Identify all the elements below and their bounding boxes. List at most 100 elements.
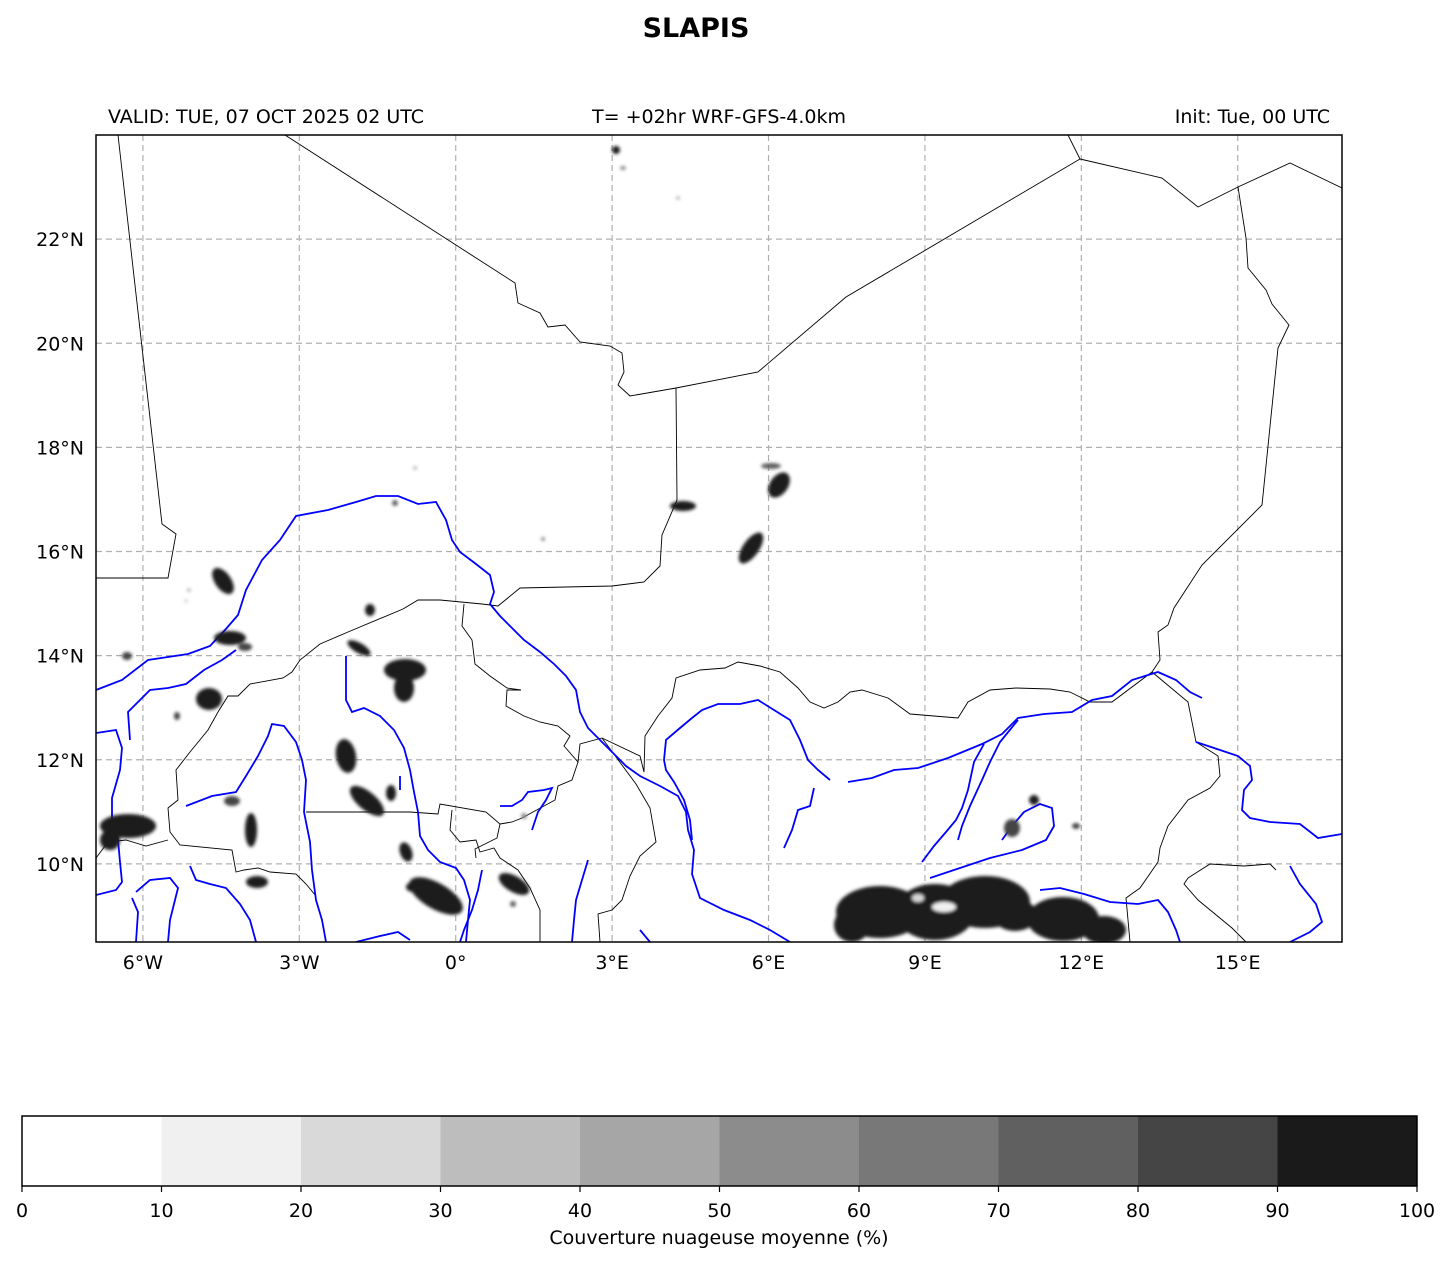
colorbar-bin [1138, 1116, 1278, 1186]
map-panel: 6°W 3°W 0° 3°E 6°E 9°E 12°E 15°E 10°N 12°N 14°N 16… [36, 134, 1343, 974]
longitude-tick-label: 3°W [279, 952, 320, 974]
cloud-cell [100, 830, 120, 850]
cloud-cell [365, 604, 375, 616]
colorbar-tick-label: 30 [428, 1200, 452, 1222]
oueme-river [571, 859, 589, 942]
cloud-cell [676, 196, 680, 200]
southwest-river-b [131, 897, 139, 942]
colorbar-tick-label: 10 [149, 1200, 173, 1222]
cloud-cell [399, 842, 413, 862]
init-time-label: Init: Tue, 00 UTC [1175, 106, 1330, 128]
southwest-river-a [135, 877, 179, 942]
latitude-tick-label: 16°N [36, 542, 84, 564]
longitude-tick-label: 15°E [1215, 952, 1261, 974]
border-cameroon-chad [1183, 863, 1277, 942]
longitude-tick-label: 3°E [595, 952, 629, 974]
colorbar-tick-label: 70 [986, 1200, 1010, 1222]
cloud-cell [409, 877, 463, 915]
colorbar-tick-label: 100 [1399, 1200, 1435, 1222]
colorbar-ticks: 0 10 20 30 40 50 60 70 80 90 100 [16, 1186, 1435, 1222]
latitude-tick-label: 10°N [36, 854, 84, 876]
cloud-cell [912, 894, 924, 902]
colorbar-tick-label: 60 [847, 1200, 871, 1222]
cloud-cell [1072, 823, 1080, 829]
cloud-cell [612, 146, 620, 154]
cloud-cell [335, 739, 357, 773]
border-mali-burkina [217, 608, 404, 713]
border-mali-mauritania-west [96, 135, 177, 579]
niger-river [96, 495, 791, 942]
volta-black [185, 722, 327, 942]
border-burkina-ghana-togo [167, 711, 317, 897]
colorbar-bin [22, 1116, 162, 1186]
colorbar-tick-label: 0 [16, 1200, 28, 1222]
volta-white [345, 656, 471, 942]
border-mali-niger [402, 387, 678, 610]
oti-river [500, 786, 554, 831]
cloud-cell [510, 901, 516, 907]
border-togo-benin [449, 809, 541, 942]
map-background [96, 135, 1342, 942]
border-libya [1079, 158, 1342, 208]
colorbar: 0 10 20 30 40 50 60 70 80 90 100 Couverture nuageu… [16, 1115, 1435, 1249]
cloud-cell [238, 643, 252, 651]
colorbar-tick-label: 20 [289, 1200, 313, 1222]
colorbar-bin [1277, 1116, 1417, 1186]
border-niger-nigeria [601, 661, 1221, 942]
figure-title: SLAPIS [643, 13, 750, 44]
colorbar-bin [580, 1116, 720, 1186]
cloud-cell [394, 674, 414, 702]
longitude-tick-labels: 6°W 3°W 0° 3°E 6°E 9°E 12°E 15°E [123, 952, 1261, 974]
cloud-cell [993, 899, 1037, 931]
cloud-cell [541, 537, 545, 541]
komadugu-yobe [847, 671, 1203, 783]
cloud-cell [768, 472, 790, 498]
cloud-cell [246, 876, 268, 888]
latitude-tick-labels: 10°N 12°N 14°N 16°N 18°N 20°N 22°N [36, 229, 84, 876]
kaduna-river [783, 787, 815, 849]
cloud-cell [214, 631, 246, 645]
cloud-cell [184, 599, 188, 603]
colorbar-bins [22, 1116, 1417, 1186]
cloud-cell [406, 882, 420, 892]
border-benin-nigeria [499, 761, 579, 825]
longitude-tick-label: 0° [445, 952, 467, 974]
cloud-cell [498, 873, 530, 895]
colorbar-bin [440, 1116, 580, 1186]
border-nigeria-benin-east [597, 737, 657, 942]
border-burkina-south [306, 803, 501, 859]
cloud-cell [932, 902, 956, 912]
cloud-cell [212, 567, 234, 595]
cloud-cell [1082, 916, 1126, 942]
colorbar-bin [998, 1116, 1138, 1186]
forecast-lead-label: T= +02hr WRF-GFS-4.0km [591, 106, 846, 128]
logone-chari [1195, 741, 1342, 839]
cloud-cell [834, 908, 870, 942]
colorbar-tick-label: 50 [707, 1200, 731, 1222]
longitude-tick-label: 12°E [1058, 952, 1104, 974]
colorbar-tick-label: 90 [1265, 1200, 1289, 1222]
cloud-cell [174, 712, 180, 720]
longitude-tick-label: 6°E [752, 952, 786, 974]
hadejia-river [957, 719, 1019, 841]
map-frame [95, 134, 1343, 943]
colorbar-tick-label: 80 [1126, 1200, 1150, 1222]
cloud-cell [1027, 897, 1099, 941]
southwest-river-c [189, 865, 257, 942]
colorbar-label: Couverture nuageuse moyenne (%) [549, 1227, 888, 1249]
cloud-cell [347, 640, 371, 656]
border-chad-niger [1151, 186, 1290, 673]
cloud-cell [1029, 795, 1039, 805]
longitude-tick-label: 9°E [908, 952, 942, 974]
colorbar-bin [719, 1116, 859, 1186]
colorbar-tick-label: 40 [568, 1200, 592, 1222]
cloud-cell [761, 463, 781, 469]
latitude-tick-label: 20°N [36, 333, 84, 355]
cloud-cell [738, 532, 764, 564]
gongola-river [921, 743, 985, 863]
cloud-cell [384, 659, 426, 681]
cloud-cell [245, 813, 257, 847]
border-mali-algeria [284, 135, 677, 397]
map-gridlines [96, 135, 1342, 942]
